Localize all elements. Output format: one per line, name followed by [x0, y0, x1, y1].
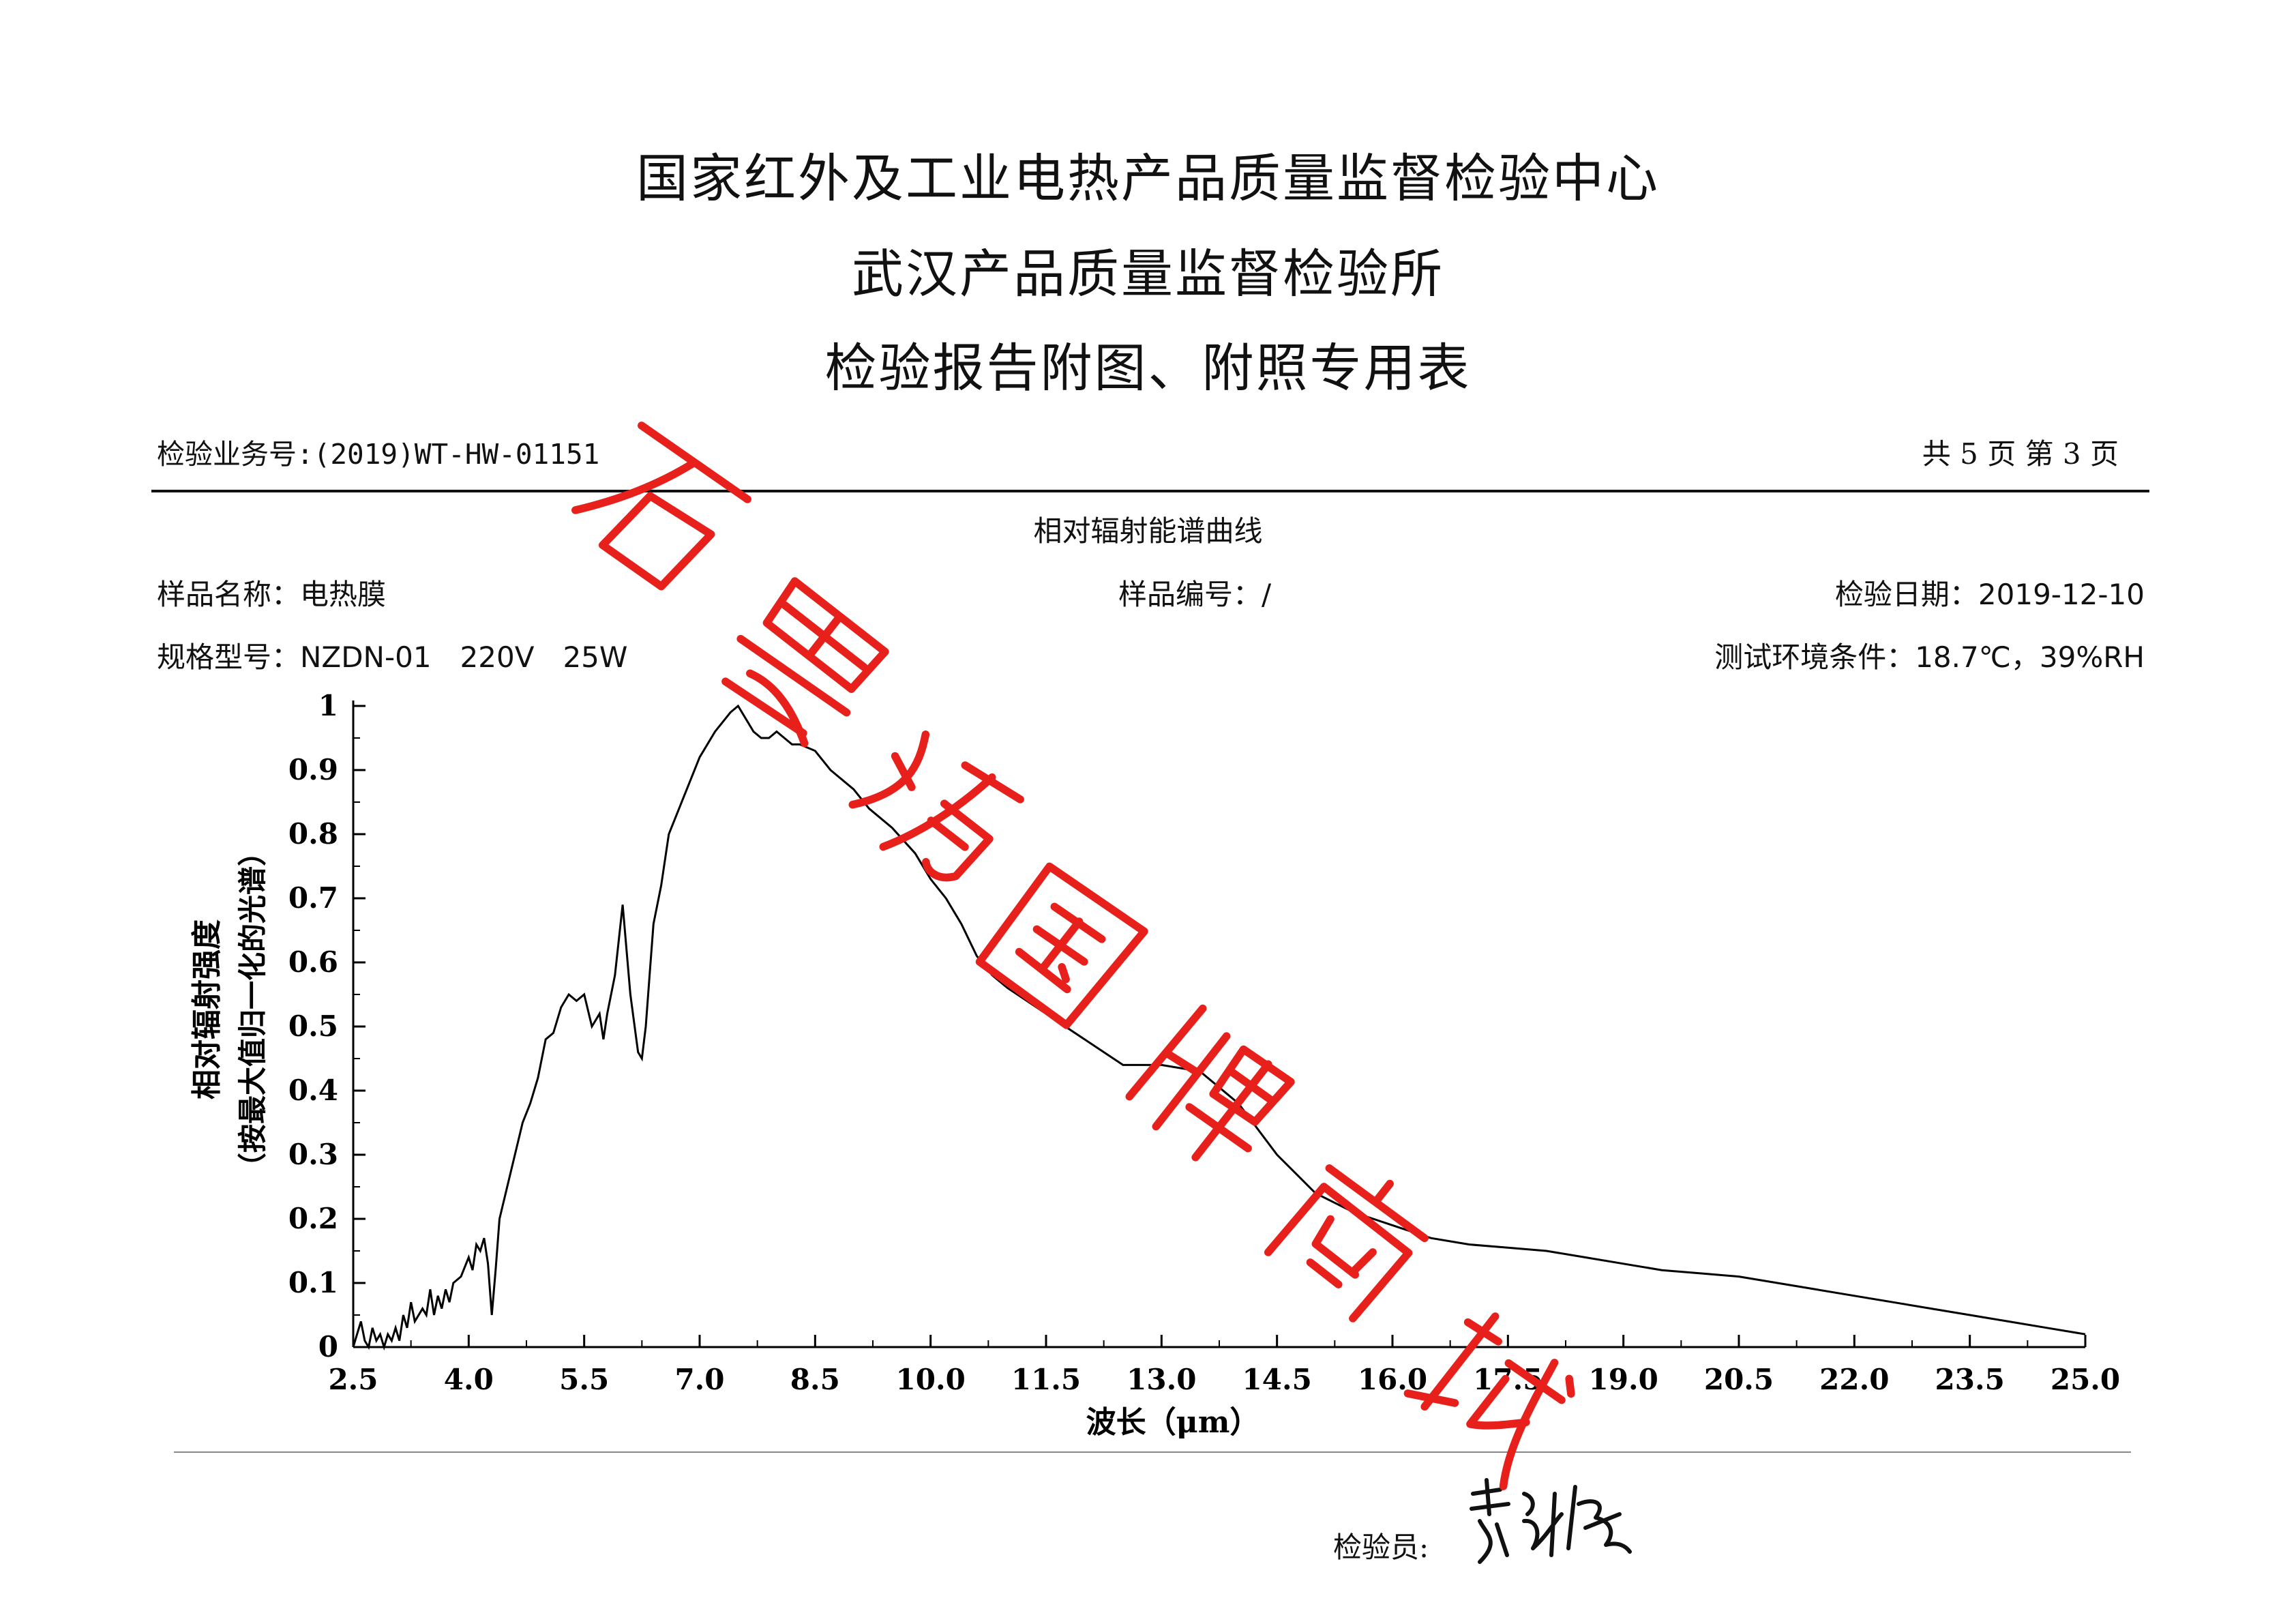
x-tick-label: 19.0	[1589, 1363, 1658, 1396]
y-tick-label: 0.6	[288, 945, 338, 979]
sample-name: 样品名称：电热膜	[157, 578, 387, 611]
x-tick-label: 4.0	[444, 1363, 494, 1396]
y-tick-label: 0.7	[288, 881, 338, 915]
sample-number: 样品编号：/	[1118, 578, 1272, 611]
y-tick-label: 0.2	[288, 1202, 338, 1235]
x-tick-label: 20.5	[1704, 1363, 1774, 1396]
header-divider	[151, 490, 2149, 492]
x-tick-label: 22.0	[1819, 1363, 1889, 1396]
x-tick-label: 13.0	[1127, 1363, 1196, 1396]
x-tick-label: 7.0	[674, 1363, 724, 1396]
inspector-signature	[1470, 1478, 1632, 1564]
x-tick-label: 14.5	[1242, 1363, 1312, 1396]
test-date: 检验日期：2019-12-10	[1834, 578, 2145, 611]
x-tick-label: 16.0	[1358, 1363, 1427, 1396]
x-tick-label: 5.5	[559, 1363, 609, 1396]
header-title-institute: 武汉产品质量监督检验所	[852, 243, 1444, 304]
section-title: 相对辐射能谱曲线	[1033, 514, 1263, 548]
page-indicator: 共 5 页 第 3 页	[1922, 437, 2119, 471]
test-environment: 测试环境条件：18.7℃，39%RH	[1714, 640, 2145, 674]
x-tick-label: 25.0	[2051, 1363, 2120, 1396]
header-title-form: 检验报告附图、附照专用表	[824, 338, 1472, 398]
y-tick-label: 0.9	[288, 753, 338, 786]
y-tick-label: 0	[318, 1330, 338, 1363]
y-tick-label: 0.1	[288, 1266, 338, 1299]
inspector-label: 检验员:	[1333, 1531, 1429, 1564]
spectrum-line	[352, 704, 2086, 1351]
x-tick-label: 11.5	[1011, 1363, 1081, 1396]
y-axis-sublabel: （按最大值归一化的光谱）	[236, 838, 269, 1181]
x-tick-label: 2.5	[328, 1363, 378, 1396]
x-tick-label: 10.0	[896, 1363, 966, 1396]
y-tick-label: 0.3	[288, 1138, 338, 1171]
y-tick-label: 0.4	[288, 1074, 338, 1107]
y-tick-label: 1	[318, 689, 338, 722]
y-axis-label: 相对辐射强度	[190, 919, 224, 1099]
signature-strokes	[1470, 1478, 1632, 1564]
x-axis-ticks: 2.5 4.0 5.5 7.0 8.5 10.0 11.5 13.0 14.5 16.0 17.5 1…	[328, 1335, 2120, 1396]
x-tick-label: 8.5	[790, 1363, 840, 1396]
spec-model: 规格型号：NZDN-01 220V 25W	[157, 640, 628, 674]
x-tick-label: 17.5	[1473, 1363, 1542, 1396]
chart-axes	[352, 700, 2085, 1348]
y-tick-label: 0.5	[288, 1009, 338, 1043]
footer-divider	[174, 1451, 2131, 1453]
x-axis-label: 波长（μm）	[1086, 1405, 1260, 1440]
header-title-center: 国家红外及工业电热产品质量监督检验中心	[636, 148, 1660, 209]
y-axis-ticks: 0 0.1 0.2 0.3 0.4 0.5 0.6 0.7 0.8 0.9 1	[288, 689, 366, 1363]
x-tick-label: 23.5	[1935, 1363, 2005, 1396]
y-tick-label: 0.8	[288, 817, 338, 851]
report-number: 检验业务号:(2019)WT-HW-01151	[157, 438, 600, 471]
